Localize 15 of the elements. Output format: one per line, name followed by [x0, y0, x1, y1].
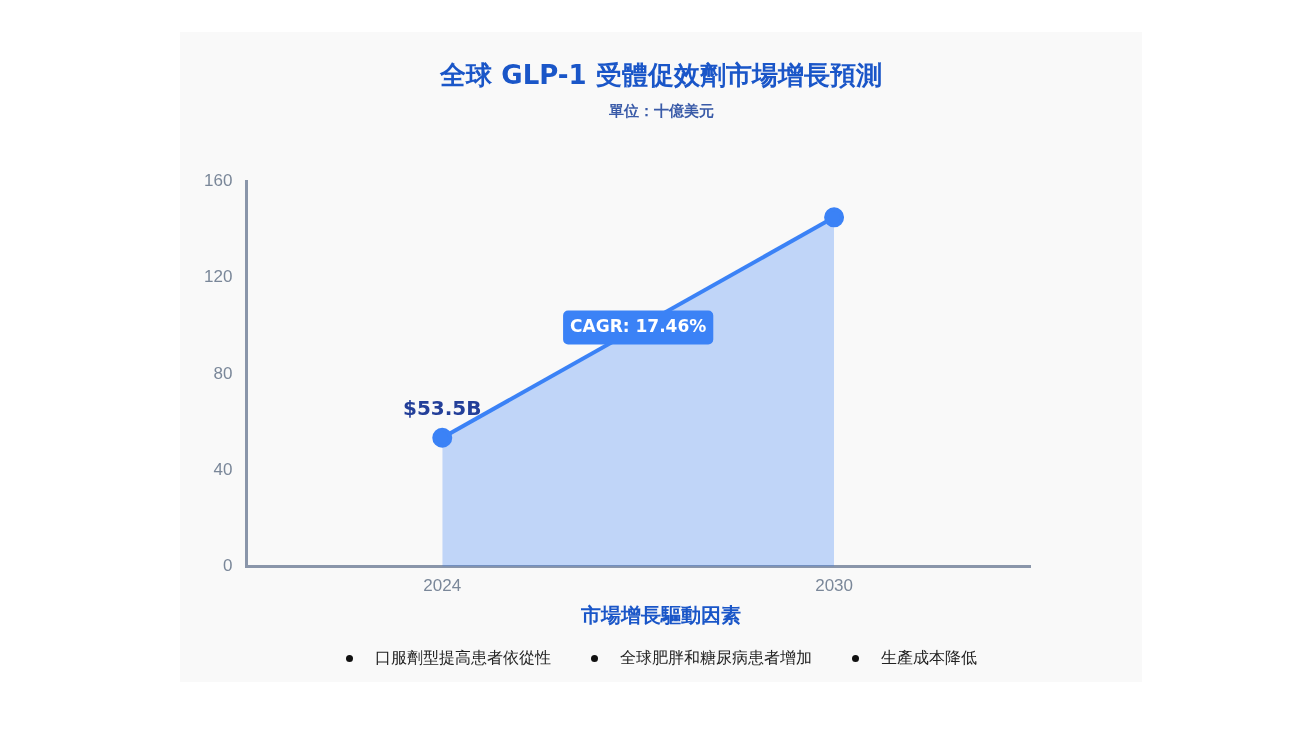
y-tick-label: 120	[203, 267, 233, 287]
y-tick-label: 40	[213, 459, 233, 479]
y-tick-label: 0	[222, 556, 233, 576]
chart-subtitle: 單位：十億美元	[607, 102, 715, 121]
data-label: $53.5B	[403, 395, 482, 420]
text: 生產成本降低	[880, 648, 977, 669]
x-tick-label: 2030	[815, 576, 854, 596]
y-tick-label: 80	[213, 363, 233, 383]
x-tick-label: 2024	[423, 576, 462, 596]
text: 全球肥胖和糖尿病患者增加	[619, 648, 812, 669]
text: 口服劑型提高患者依從性	[374, 648, 551, 669]
chart-title: 全球 GLP-1 受體促效劑市場增長預測	[439, 59, 883, 92]
annotation: CAGR: 17.46%	[570, 315, 707, 336]
y-tick-label: 160	[203, 170, 233, 190]
text: 市場增長驅動因素	[580, 602, 742, 629]
